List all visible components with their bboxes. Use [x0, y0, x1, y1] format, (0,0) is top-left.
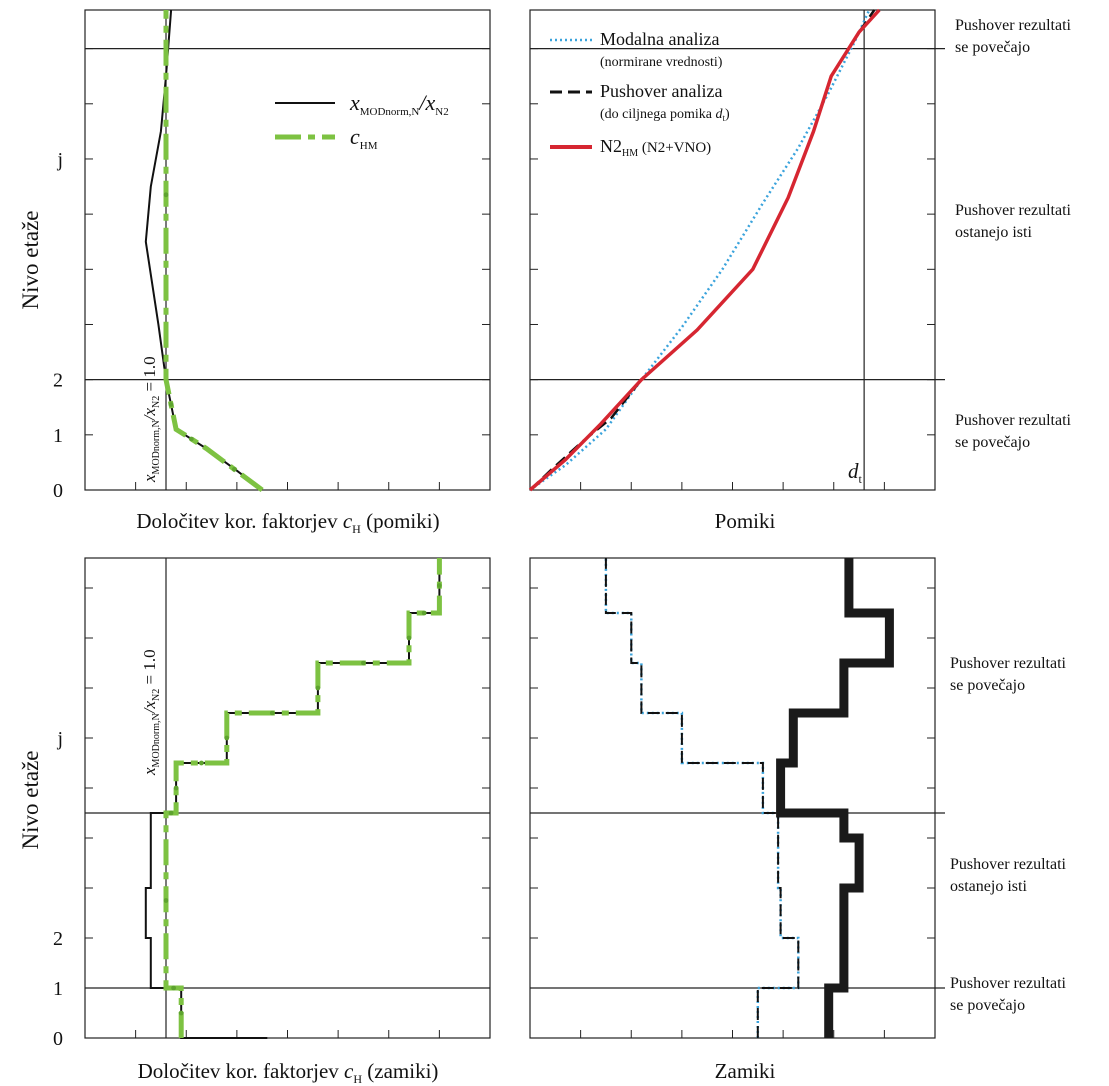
y-axis-title-top: Nivo etaže [18, 211, 43, 310]
x-axis-title-bottom-left: Določitev kor. faktorjev cH (zamiki) [138, 1059, 439, 1086]
y-tick-label: 2 [53, 370, 63, 392]
series-marker [269, 710, 275, 716]
y-tick-label: j [56, 149, 63, 171]
series-marker [199, 760, 204, 766]
panel-bottom-left: 0 1 2 j [53, 557, 491, 1050]
legend-label-n2hm: N2HM (N2+VNO) [600, 136, 711, 159]
annotation-top-3-line-1: Pushover rezultati [955, 412, 1072, 429]
legend-label-modal: Modalna analiza [600, 29, 719, 49]
y-tick-label: 2 [53, 928, 63, 950]
annotation-bottom-3-line-1: Pushover rezultati [950, 975, 1067, 992]
series-marker [224, 735, 230, 741]
x-axis-title-top-right: Pomiki [715, 509, 776, 533]
y-tick-label: 0 [53, 480, 63, 502]
y-tick-label: j [56, 728, 63, 750]
legend-label-pushover: Pushover analiza [600, 81, 722, 101]
series-line [144, 558, 441, 1039]
annotation-top-2-line-2: ostanejo isti [955, 224, 1032, 241]
plot-frame [84, 557, 491, 1039]
annotation-bottom-2-line-1: Pushover rezultati [950, 856, 1067, 873]
series-line [529, 9, 871, 492]
series-line [604, 558, 800, 1038]
annotation-top-1-line-1: Pushover rezultati [955, 17, 1072, 34]
annotation-bottom-1-line-1: Pushover rezultati [950, 655, 1067, 672]
series-marker [173, 785, 179, 791]
plot-frame [529, 9, 936, 491]
series-marker [361, 660, 366, 666]
x-axis-title-bottom-right: Zamiki [715, 1059, 776, 1083]
series-line-overlay [779, 558, 891, 1038]
series-marker [231, 466, 237, 472]
annotations-top: Pushover rezultati se povečajo Pushover … [955, 17, 1072, 451]
dt-label: dt [848, 459, 863, 486]
legend-label-ratio: xMODnorm,N/xN2 [349, 90, 449, 118]
series-marker [421, 610, 427, 616]
series-line [604, 558, 800, 1038]
panel-top-right [528, 8, 945, 492]
ratio-label-top: xMODnorm,N/xN2 = 1.0 [140, 356, 162, 483]
annotation-bottom-2-line-2: ostanejo isti [950, 878, 1027, 895]
series-line [777, 558, 893, 1038]
plot-frame [529, 557, 936, 1039]
series-marker [163, 898, 169, 903]
panels-layer: 0 1 2 j 0 1 2 j [53, 8, 945, 1050]
series-marker [436, 583, 442, 588]
series-marker [171, 985, 176, 991]
series-marker [168, 810, 174, 816]
series-marker [406, 635, 412, 641]
annotation-top-1-line-2: se povečajo [955, 39, 1030, 56]
series-line [144, 9, 263, 491]
x-axis-title-top-left: Določitev kor. faktorjev cH (pomiki) [136, 509, 439, 536]
series-marker [315, 685, 321, 691]
y-tick-label: 1 [53, 978, 63, 1000]
panel-top-left: 0 1 2 j [53, 9, 491, 502]
series-marker [178, 1010, 184, 1016]
panel-bottom-right [529, 557, 945, 1039]
series-marker [168, 402, 174, 407]
y-tick-label: 0 [53, 1028, 63, 1050]
legend-sublabel-modal: (normirane vrednosti) [600, 55, 723, 70]
annotation-bottom-1-line-2: se povečajo [950, 677, 1025, 694]
series-line [163, 10, 264, 493]
annotations-bottom: Pushover rezultati se povečajo Pushover … [950, 655, 1067, 1014]
legend-sublabel-pushover: (do ciljnega pomika dt) [600, 107, 730, 123]
ratio-label-bottom: xMODnorm,N/xN2 = 1.0 [140, 649, 162, 776]
series-marker [188, 436, 194, 442]
y-axis-title-bottom: Nivo etaže [18, 751, 43, 850]
legend-top-left: xMODnorm,N/xN2 cHM [275, 90, 449, 152]
y-tick-label: 1 [53, 425, 63, 447]
series-line [163, 558, 442, 1038]
series-line-shadow [776, 558, 894, 1038]
legend-top-right: Modalna analiza (normirane vrednosti) Pu… [550, 29, 730, 159]
annotation-top-3-line-2: se povečajo [955, 434, 1030, 451]
legend-label-chm: cHM [350, 124, 378, 152]
annotation-bottom-3-line-2: se povečajo [950, 997, 1025, 1014]
annotation-top-2-line-1: Pushover rezultati [955, 202, 1072, 219]
series-line [528, 8, 881, 492]
series-marker [163, 192, 169, 198]
